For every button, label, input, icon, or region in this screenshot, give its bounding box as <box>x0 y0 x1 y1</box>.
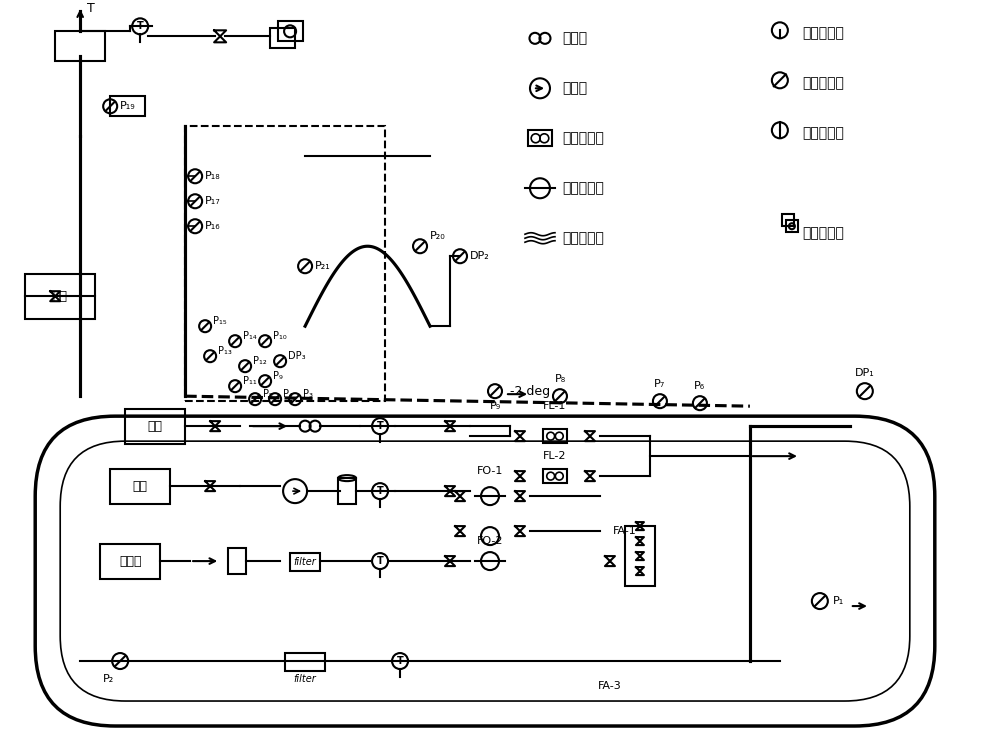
Text: P₂₁: P₂₁ <box>315 262 331 271</box>
Text: filter: filter <box>294 557 316 567</box>
Text: P₂: P₂ <box>103 674 114 684</box>
Bar <box>338 478 356 504</box>
Text: T: T <box>137 21 144 31</box>
Text: P₁₄: P₁₄ <box>243 331 257 341</box>
Text: -2 deg: -2 deg <box>510 385 550 398</box>
Bar <box>625 526 655 586</box>
Text: P₄: P₄ <box>283 389 293 399</box>
Text: T: T <box>397 656 403 666</box>
Text: T: T <box>377 486 383 496</box>
Text: T: T <box>87 2 95 15</box>
Text: P₁₇: P₁₇ <box>205 197 221 206</box>
Text: FL-1: FL-1 <box>543 401 567 411</box>
Bar <box>55 31 105 61</box>
Bar <box>543 469 567 483</box>
Text: P₉: P₉ <box>273 371 283 381</box>
Text: T: T <box>377 556 383 566</box>
Text: 质量流量计: 质量流量计 <box>562 181 604 195</box>
Bar <box>185 126 385 401</box>
Text: 铠装热电偶: 铠装热电偶 <box>802 126 844 141</box>
Text: P₁₆: P₁₆ <box>205 222 221 231</box>
Text: P₆: P₆ <box>694 381 705 391</box>
Text: P₃: P₃ <box>303 389 313 399</box>
Text: DP₃: DP₃ <box>288 352 306 361</box>
Text: 水箱: 水箱 <box>53 290 68 302</box>
Text: P₁₉: P₁₉ <box>120 101 136 111</box>
Text: 压差传感器: 压差传感器 <box>802 76 844 90</box>
Text: P₁₁: P₁₁ <box>243 376 257 386</box>
Text: 压力传感器: 压力传感器 <box>802 26 844 40</box>
Text: FA-3: FA-3 <box>598 681 622 691</box>
Text: P₁₂: P₁₂ <box>253 356 267 366</box>
Bar <box>110 469 170 503</box>
Text: FL-2: FL-2 <box>543 451 567 461</box>
Text: P₂₀: P₂₀ <box>430 231 446 241</box>
Bar <box>278 21 303 42</box>
Bar <box>228 548 246 574</box>
Text: P₈: P₈ <box>554 374 566 384</box>
Bar <box>110 96 145 116</box>
Text: P₁: P₁ <box>833 596 844 606</box>
Bar <box>290 553 320 571</box>
Text: P₁₀: P₁₀ <box>273 331 287 341</box>
Text: DP₁: DP₁ <box>855 368 875 378</box>
Bar <box>285 653 325 671</box>
Text: 射线密度计: 射线密度计 <box>802 226 844 240</box>
Text: 齿轮泵: 齿轮泵 <box>562 31 587 45</box>
Text: P₁₃: P₁₃ <box>218 346 232 356</box>
Bar <box>786 220 798 232</box>
Bar <box>25 274 95 319</box>
Text: P₉: P₉ <box>489 401 501 411</box>
Text: FA-1: FA-1 <box>613 526 637 536</box>
Text: 电磁流量计: 电磁流量计 <box>562 132 604 145</box>
Bar <box>543 429 567 443</box>
Text: 水箱: 水箱 <box>133 479 148 493</box>
Text: 油箱: 油箱 <box>148 420 163 432</box>
Text: 离心泵: 离心泵 <box>562 82 587 95</box>
Text: T: T <box>377 421 383 431</box>
Bar <box>782 214 794 226</box>
Text: P₇: P₇ <box>654 380 666 389</box>
Bar <box>125 409 185 444</box>
Text: FO-1: FO-1 <box>477 466 503 476</box>
Bar <box>100 544 160 578</box>
Text: P₅: P₅ <box>263 389 273 399</box>
Text: P₁₈: P₁₈ <box>205 172 221 181</box>
Text: P₁₅: P₁₅ <box>213 316 227 326</box>
Text: 空压机: 空压机 <box>119 555 141 568</box>
Text: FO-2: FO-2 <box>477 536 503 546</box>
Text: 孔板流量计: 孔板流量计 <box>562 231 604 245</box>
Bar <box>528 130 552 146</box>
Text: DP₂: DP₂ <box>470 251 490 262</box>
Text: filter: filter <box>294 674 316 684</box>
Bar <box>270 28 295 48</box>
